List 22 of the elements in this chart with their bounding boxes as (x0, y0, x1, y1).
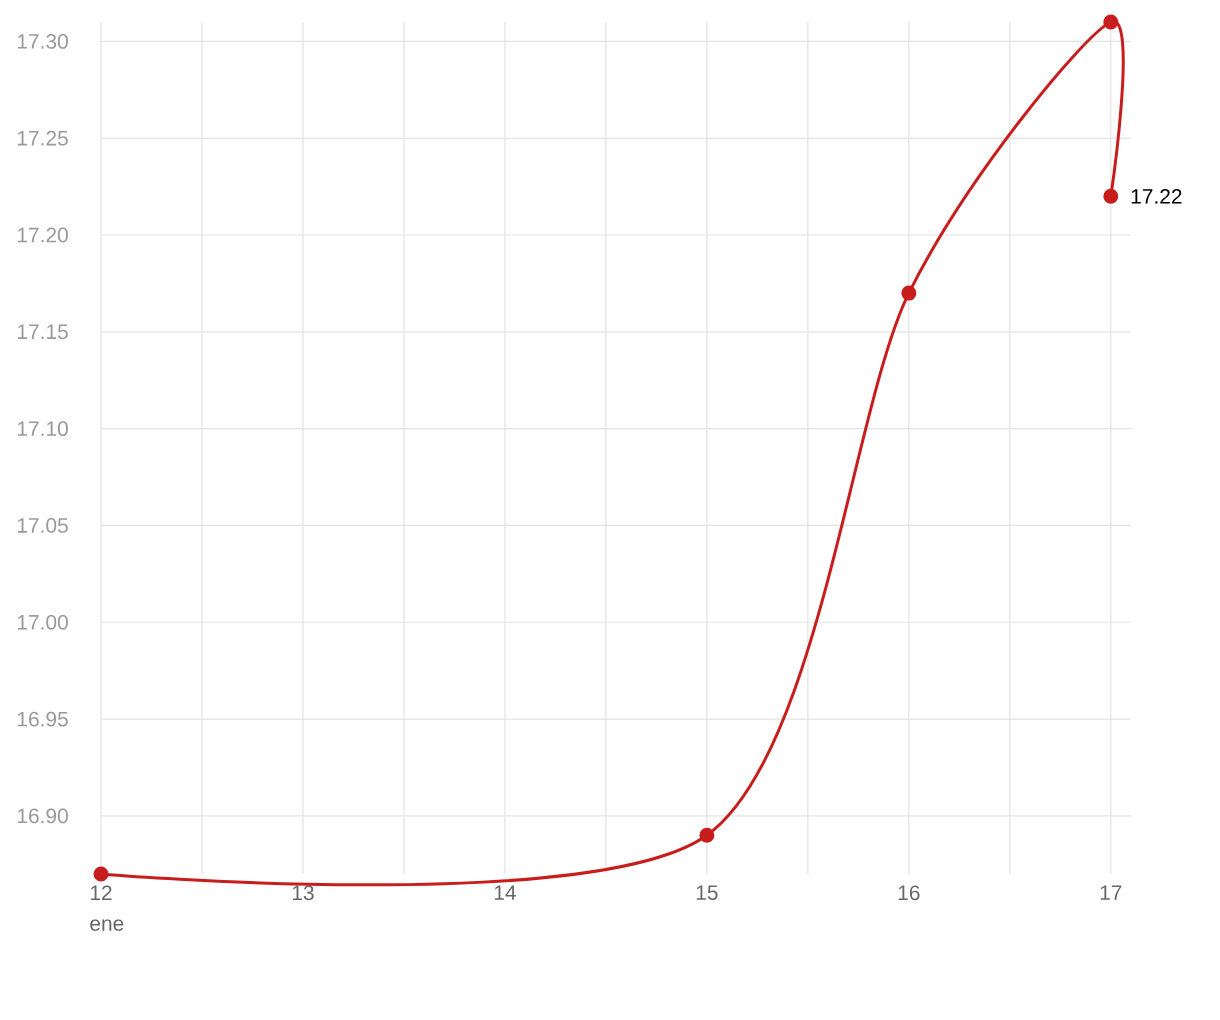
y-tick-label: 16.95 (17, 711, 68, 727)
point (699, 827, 715, 843)
x-tick-label: 14 (494, 885, 516, 900)
x-axis-title: ene (90, 919, 124, 931)
y-tick-label: 17.10 (17, 421, 68, 437)
point (93, 866, 109, 882)
y-tick-label: 17.05 (17, 518, 68, 533)
point (1103, 14, 1119, 30)
x-tick-label: 17 (1100, 885, 1122, 900)
x-tick-label: 15 (696, 885, 718, 900)
y-tick-label: 17.30 (17, 33, 68, 49)
y-tick-label: 17.20 (17, 227, 68, 243)
y-tick-label: 17.00 (17, 614, 68, 630)
y-tick-label: 17.15 (17, 324, 68, 340)
point (901, 285, 917, 301)
point (1103, 188, 1119, 204)
data-label: 17.22 (1131, 188, 1182, 204)
x-tick-label: 16 (898, 885, 920, 901)
x-tick-label: 13 (292, 885, 314, 901)
x-tick-label: 12 (90, 885, 112, 900)
y-tick-label: 16.90 (17, 808, 68, 824)
y-tick-label: 17.25 (17, 130, 68, 146)
